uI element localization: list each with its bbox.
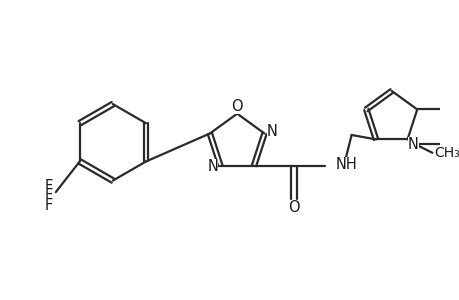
Text: N: N [207, 159, 218, 174]
Text: F: F [45, 198, 53, 213]
Text: F: F [45, 179, 53, 194]
Text: NH: NH [335, 157, 356, 172]
Text: N: N [407, 137, 418, 152]
Text: O: O [231, 100, 242, 115]
Text: O: O [288, 200, 299, 215]
Text: CH₃: CH₃ [433, 146, 459, 160]
Text: N: N [266, 124, 277, 139]
Text: F: F [45, 188, 53, 203]
